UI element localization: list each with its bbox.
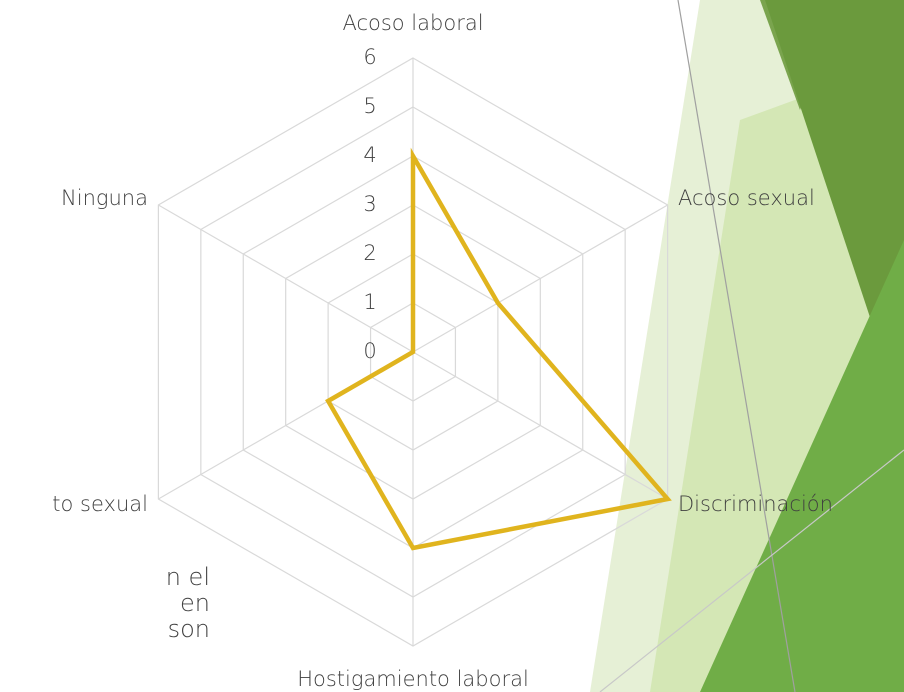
category-label: Discriminación bbox=[678, 492, 833, 516]
r-tick-label: 1 bbox=[363, 290, 376, 314]
spoke bbox=[412, 204, 668, 353]
spoke bbox=[158, 204, 414, 353]
slide-text: n el en son bbox=[166, 563, 210, 643]
r-tick-label: 6 bbox=[363, 45, 376, 69]
spoke bbox=[412, 351, 668, 500]
body-text: en bbox=[180, 589, 210, 617]
category-label: Acoso laboral bbox=[342, 11, 483, 35]
category-label: Ninguna bbox=[61, 186, 148, 210]
r-tick-label: 5 bbox=[363, 94, 376, 118]
radar-chart: 0 1 2 3 4 5 6 Acoso laboral Acoso sexual Discrimi… bbox=[52, 11, 833, 691]
r-tick-label: 3 bbox=[363, 192, 376, 216]
category-label: Hostigamiento laboral bbox=[297, 667, 529, 691]
body-text: son bbox=[168, 615, 210, 643]
r-tick-label: 0 bbox=[363, 339, 376, 363]
series-line bbox=[325, 147, 672, 551]
r-tick-label: 4 bbox=[363, 143, 376, 167]
body-text: n el bbox=[166, 563, 210, 591]
r-tick-label: 2 bbox=[363, 241, 376, 265]
decoration bbox=[590, 0, 904, 692]
category-label: to sexual bbox=[52, 492, 148, 516]
category-label: Acoso sexual bbox=[678, 186, 815, 210]
